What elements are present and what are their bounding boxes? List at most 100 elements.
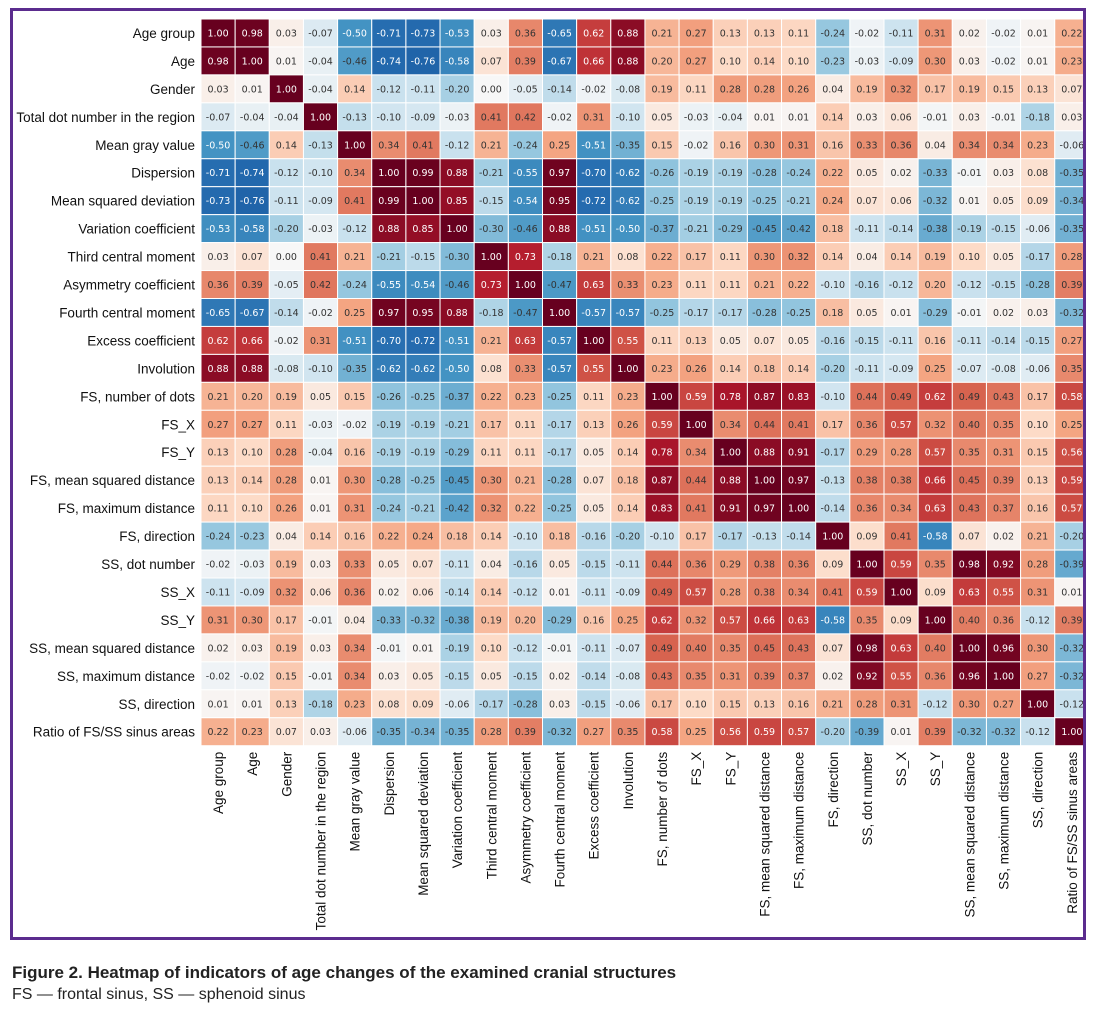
heatmap-cell-r5-c18	[815, 158, 851, 188]
cell-value-r17-c15: 0.91	[720, 504, 741, 515]
heatmap-cell-r14-c16	[746, 409, 783, 439]
cell-value-r24-c24: 1.00	[1027, 699, 1048, 710]
heatmap-cell-r19-c4	[337, 549, 373, 579]
cell-value-r1-c25: 0.23	[1061, 56, 1082, 67]
cell-value-r6-c0: -0.73	[206, 196, 231, 207]
heatmap-cell-r8-c3	[302, 242, 339, 272]
cell-value-r14-c22: 0.40	[959, 420, 980, 431]
cell-value-r12-c23: -0.08	[991, 364, 1016, 375]
heatmap-cell-r16-c5	[371, 465, 407, 495]
cell-value-r15-c12: 0.14	[617, 448, 638, 459]
cell-value-r12-c18: -0.20	[820, 364, 845, 375]
cell-value-r11-c11: 1.00	[583, 336, 604, 347]
heatmap-cell-r0-c1	[234, 18, 270, 48]
heatmap-cell-r22-c20	[883, 633, 919, 663]
cell-value-r16-c22: 0.45	[959, 476, 980, 487]
cell-value-r22-c15: 0.35	[720, 643, 741, 654]
cell-value-r22-c1: 0.03	[242, 643, 263, 654]
heatmap-cell-r15-c17	[781, 437, 817, 467]
row-label-ratio-of-fs-ss-sinus-areas: Ratio of FS/SS sinus areas	[33, 725, 195, 740]
cell-value-r18-c4: 0.16	[344, 532, 365, 543]
cell-value-r23-c4: 0.34	[344, 671, 365, 682]
col-label-third-central-moment: Third central moment	[484, 751, 499, 879]
cell-value-r4-c17: 0.31	[788, 140, 809, 151]
cell-value-r10-c2: -0.14	[274, 308, 299, 319]
cell-value-r0-c22: 0.02	[959, 28, 980, 39]
heatmap-cell-r0-c13	[644, 18, 680, 48]
cell-value-r10-c8: -0.18	[479, 308, 504, 319]
heatmap-cell-r10-c2	[268, 298, 304, 327]
heatmap-cell-r17-c2	[268, 493, 304, 523]
cell-value-r1-c19: -0.03	[855, 56, 880, 67]
heatmap-cell-r9-c7	[439, 270, 475, 299]
cell-value-r12-c20: -0.09	[889, 364, 914, 375]
cell-value-r21-c23: 0.36	[993, 615, 1014, 626]
heatmap-cell-r9-c5	[371, 270, 407, 299]
cell-value-r24-c4: 0.23	[344, 699, 365, 710]
cell-value-r4-c2: 0.14	[276, 140, 297, 151]
heatmap-cell-r7-c22	[951, 214, 987, 244]
heatmap-cell-r1-c9	[507, 46, 544, 76]
cell-value-r15-c6: -0.19	[411, 448, 436, 459]
heatmap-cell-r12-c22	[951, 353, 987, 383]
cell-value-r15-c16: 0.88	[754, 448, 775, 459]
cell-value-r16-c12: 0.18	[617, 476, 638, 487]
cell-value-r15-c11: 0.05	[583, 448, 604, 459]
heatmap-cell-r19-c16	[746, 549, 783, 579]
heatmap-cell-r0-c21	[917, 18, 953, 48]
cell-value-r6-c10: 0.95	[549, 196, 570, 207]
cell-value-r15-c17: 0.91	[788, 448, 809, 459]
cell-value-r19-c22: 0.98	[959, 560, 980, 571]
heatmap-cell-r21-c0	[200, 605, 236, 635]
cell-value-r20-c17: 0.34	[788, 587, 809, 598]
cell-value-r3-c10: -0.02	[547, 112, 572, 123]
cell-value-r8-c14: 0.17	[686, 252, 707, 263]
cell-value-r14-c4: -0.02	[342, 420, 367, 431]
heatmap-cell-r24-c15	[712, 689, 748, 719]
heatmap-cell-r23-c13	[644, 661, 680, 691]
heatmap-cell-r5-c0	[200, 158, 236, 188]
cell-value-r13-c15: 0.78	[720, 392, 741, 403]
cell-value-r0-c6: -0.73	[411, 28, 436, 39]
cell-value-r0-c8: 0.03	[481, 28, 502, 39]
cell-value-r21-c15: 0.57	[720, 615, 741, 626]
cell-value-r4-c8: 0.21	[481, 140, 502, 151]
cell-value-r0-c15: 0.13	[720, 28, 741, 39]
heatmap-cell-r1-c22	[951, 46, 987, 76]
cell-value-r3-c4: -0.13	[342, 112, 367, 123]
cell-value-r23-c5: 0.03	[378, 671, 399, 682]
cell-value-r22-c10: -0.01	[547, 643, 572, 654]
cell-value-r14-c0: 0.27	[207, 420, 228, 431]
heatmap-cell-r15-c2	[268, 437, 304, 467]
heatmap-cell-r17-c1	[234, 493, 270, 523]
cell-value-r1-c0: 0.98	[207, 56, 228, 67]
heatmap-cell-r14-c9	[507, 409, 544, 439]
heatmap-cell-r3-c19	[849, 102, 885, 132]
cell-value-r23-c20: 0.55	[891, 671, 912, 682]
row-label-total-dot-number-in-the-region: Total dot number in the region	[16, 110, 195, 125]
cell-value-r20-c15: 0.28	[720, 587, 741, 598]
heatmap-cell-r9-c3	[302, 270, 339, 299]
cell-value-r18-c25: -0.20	[1060, 532, 1083, 543]
cell-value-r6-c11: -0.72	[581, 196, 606, 207]
row-label-ss-mean-squared-distance: SS, mean squared distance	[29, 641, 195, 656]
cell-value-r15-c14: 0.34	[686, 448, 707, 459]
cell-value-r24-c7: -0.06	[445, 699, 470, 710]
heatmap-cell-r20-c19	[849, 577, 885, 607]
cell-value-r25-c21: 0.39	[925, 727, 946, 738]
heatmap-cell-r9-c8	[473, 270, 509, 299]
cell-value-r18-c6: 0.24	[412, 532, 433, 543]
cell-value-r2-c18: 0.04	[822, 84, 843, 95]
heatmap-cell-r4-c24	[1020, 130, 1056, 160]
cell-value-r19-c14: 0.36	[686, 560, 707, 571]
heatmap-cell-r17-c10	[542, 493, 578, 523]
cell-value-r1-c18: -0.23	[820, 56, 845, 67]
cell-value-r10-c0: -0.65	[206, 308, 231, 319]
cell-value-r15-c5: -0.19	[377, 448, 402, 459]
heatmap-cell-r3-c13	[644, 102, 680, 132]
cell-value-r13-c11: 0.11	[583, 392, 604, 403]
heatmap-cell-r0-c7	[439, 18, 475, 48]
cell-value-r0-c0: 1.00	[207, 28, 228, 39]
cell-value-r4-c20: 0.36	[891, 140, 912, 151]
cell-value-r15-c4: 0.16	[344, 448, 365, 459]
